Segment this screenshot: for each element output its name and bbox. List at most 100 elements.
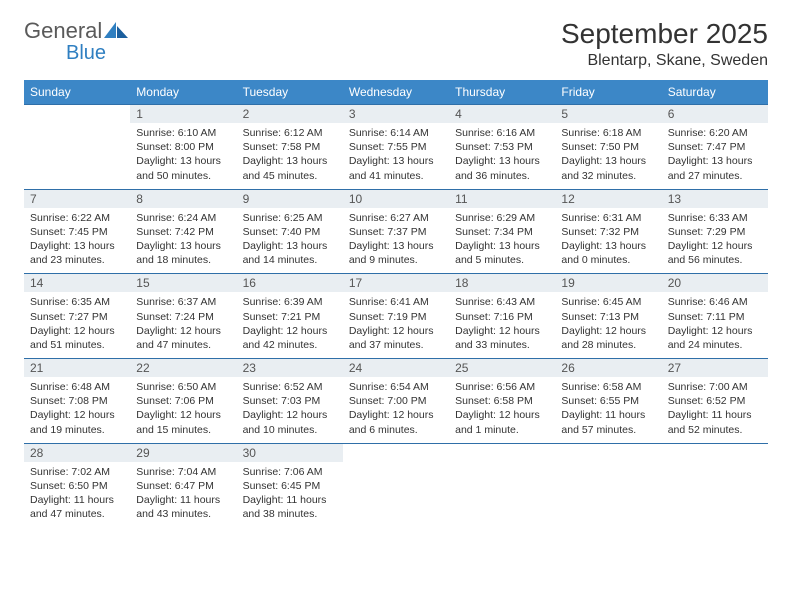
- day-content-cell: Sunrise: 6:27 AMSunset: 7:37 PMDaylight:…: [343, 208, 449, 274]
- sunset-line: Sunset: 7:19 PM: [349, 310, 443, 324]
- daylight-line: Daylight: 11 hours and 43 minutes.: [136, 493, 230, 521]
- location: Blentarp, Skane, Sweden: [561, 52, 768, 70]
- daylight-line: Daylight: 11 hours and 57 minutes.: [561, 408, 655, 436]
- day-content-cell: Sunrise: 7:02 AMSunset: 6:50 PMDaylight:…: [24, 462, 130, 528]
- sunrise-line: Sunrise: 6:33 AM: [668, 211, 762, 225]
- day-content-cell: Sunrise: 6:22 AMSunset: 7:45 PMDaylight:…: [24, 208, 130, 274]
- sunrise-line: Sunrise: 6:31 AM: [561, 211, 655, 225]
- sunrise-line: Sunrise: 6:58 AM: [561, 380, 655, 394]
- dow-header: Monday: [130, 80, 236, 105]
- sunset-line: Sunset: 6:52 PM: [668, 394, 762, 408]
- sunrise-line: Sunrise: 6:54 AM: [349, 380, 443, 394]
- day-content-cell: Sunrise: 7:00 AMSunset: 6:52 PMDaylight:…: [662, 377, 768, 443]
- sunset-line: Sunset: 7:40 PM: [243, 225, 337, 239]
- logo: General Blue: [24, 18, 130, 62]
- sunset-line: Sunset: 6:58 PM: [455, 394, 549, 408]
- sunrise-line: Sunrise: 6:52 AM: [243, 380, 337, 394]
- day-number-cell: 16: [237, 274, 343, 293]
- sunset-line: Sunset: 7:42 PM: [136, 225, 230, 239]
- day-number-cell: 8: [130, 189, 236, 208]
- day-number-cell: 1: [130, 105, 236, 124]
- sunrise-line: Sunrise: 6:27 AM: [349, 211, 443, 225]
- sunrise-line: Sunrise: 6:20 AM: [668, 126, 762, 140]
- day-number-cell: 11: [449, 189, 555, 208]
- daylight-line: Daylight: 13 hours and 14 minutes.: [243, 239, 337, 267]
- dow-header: Friday: [555, 80, 661, 105]
- day-number-cell: [343, 443, 449, 462]
- sunrise-line: Sunrise: 6:12 AM: [243, 126, 337, 140]
- day-content-cell: Sunrise: 6:54 AMSunset: 7:00 PMDaylight:…: [343, 377, 449, 443]
- sunset-line: Sunset: 7:06 PM: [136, 394, 230, 408]
- sunset-line: Sunset: 7:24 PM: [136, 310, 230, 324]
- daylight-line: Daylight: 12 hours and 1 minute.: [455, 408, 549, 436]
- day-number-cell: 12: [555, 189, 661, 208]
- sunset-line: Sunset: 7:50 PM: [561, 140, 655, 154]
- sunrise-line: Sunrise: 6:10 AM: [136, 126, 230, 140]
- day-content-cell: Sunrise: 6:29 AMSunset: 7:34 PMDaylight:…: [449, 208, 555, 274]
- day-number-cell: 2: [237, 105, 343, 124]
- day-content-cell: Sunrise: 6:35 AMSunset: 7:27 PMDaylight:…: [24, 292, 130, 358]
- sunset-line: Sunset: 7:32 PM: [561, 225, 655, 239]
- day-number-cell: 17: [343, 274, 449, 293]
- day-content-cell: Sunrise: 6:48 AMSunset: 7:08 PMDaylight:…: [24, 377, 130, 443]
- sunset-line: Sunset: 7:45 PM: [30, 225, 124, 239]
- day-number-cell: 26: [555, 359, 661, 378]
- daylight-line: Daylight: 13 hours and 36 minutes.: [455, 154, 549, 182]
- daylight-line: Daylight: 12 hours and 19 minutes.: [30, 408, 124, 436]
- daylight-line: Daylight: 12 hours and 47 minutes.: [136, 324, 230, 352]
- sunrise-line: Sunrise: 6:45 AM: [561, 295, 655, 309]
- daylight-line: Daylight: 13 hours and 18 minutes.: [136, 239, 230, 267]
- daylight-line: Daylight: 12 hours and 37 minutes.: [349, 324, 443, 352]
- sunset-line: Sunset: 6:45 PM: [243, 479, 337, 493]
- daylight-line: Daylight: 13 hours and 0 minutes.: [561, 239, 655, 267]
- daylight-line: Daylight: 12 hours and 33 minutes.: [455, 324, 549, 352]
- sunset-line: Sunset: 6:55 PM: [561, 394, 655, 408]
- sunset-line: Sunset: 7:55 PM: [349, 140, 443, 154]
- day-content-cell: [24, 123, 130, 189]
- daylight-line: Daylight: 12 hours and 15 minutes.: [136, 408, 230, 436]
- sunset-line: Sunset: 6:47 PM: [136, 479, 230, 493]
- day-content-cell: Sunrise: 6:43 AMSunset: 7:16 PMDaylight:…: [449, 292, 555, 358]
- sunset-line: Sunset: 7:53 PM: [455, 140, 549, 154]
- sunset-line: Sunset: 7:27 PM: [30, 310, 124, 324]
- sunset-line: Sunset: 6:50 PM: [30, 479, 124, 493]
- day-content-cell: Sunrise: 6:14 AMSunset: 7:55 PMDaylight:…: [343, 123, 449, 189]
- day-number-cell: 5: [555, 105, 661, 124]
- daylight-line: Daylight: 11 hours and 38 minutes.: [243, 493, 337, 521]
- day-number-cell: 6: [662, 105, 768, 124]
- logo-sail-icon: [102, 20, 130, 40]
- day-number-cell: 15: [130, 274, 236, 293]
- day-number-cell: 20: [662, 274, 768, 293]
- day-number-cell: 29: [130, 443, 236, 462]
- day-number-cell: [555, 443, 661, 462]
- day-content-cell: Sunrise: 6:20 AMSunset: 7:47 PMDaylight:…: [662, 123, 768, 189]
- daylight-line: Daylight: 12 hours and 10 minutes.: [243, 408, 337, 436]
- day-number-cell: 23: [237, 359, 343, 378]
- day-number-cell: 19: [555, 274, 661, 293]
- day-content-cell: Sunrise: 6:18 AMSunset: 7:50 PMDaylight:…: [555, 123, 661, 189]
- daylight-line: Daylight: 12 hours and 56 minutes.: [668, 239, 762, 267]
- day-number-cell: 10: [343, 189, 449, 208]
- daylight-line: Daylight: 11 hours and 52 minutes.: [668, 408, 762, 436]
- day-number-cell: [449, 443, 555, 462]
- day-content-cell: Sunrise: 6:12 AMSunset: 7:58 PMDaylight:…: [237, 123, 343, 189]
- day-number-cell: 27: [662, 359, 768, 378]
- daylight-line: Daylight: 12 hours and 28 minutes.: [561, 324, 655, 352]
- daylight-line: Daylight: 13 hours and 9 minutes.: [349, 239, 443, 267]
- sunset-line: Sunset: 7:08 PM: [30, 394, 124, 408]
- day-content-cell: Sunrise: 6:50 AMSunset: 7:06 PMDaylight:…: [130, 377, 236, 443]
- day-number-cell: 21: [24, 359, 130, 378]
- sunset-line: Sunset: 7:11 PM: [668, 310, 762, 324]
- day-content-cell: [555, 462, 661, 528]
- day-content-cell: Sunrise: 7:06 AMSunset: 6:45 PMDaylight:…: [237, 462, 343, 528]
- sunset-line: Sunset: 7:03 PM: [243, 394, 337, 408]
- dow-header: Tuesday: [237, 80, 343, 105]
- day-content-cell: Sunrise: 6:31 AMSunset: 7:32 PMDaylight:…: [555, 208, 661, 274]
- day-number-cell: 7: [24, 189, 130, 208]
- daylight-line: Daylight: 13 hours and 50 minutes.: [136, 154, 230, 182]
- daylight-line: Daylight: 13 hours and 23 minutes.: [30, 239, 124, 267]
- day-number-cell: 22: [130, 359, 236, 378]
- daylight-line: Daylight: 13 hours and 41 minutes.: [349, 154, 443, 182]
- day-number-cell: 18: [449, 274, 555, 293]
- sunrise-line: Sunrise: 6:37 AM: [136, 295, 230, 309]
